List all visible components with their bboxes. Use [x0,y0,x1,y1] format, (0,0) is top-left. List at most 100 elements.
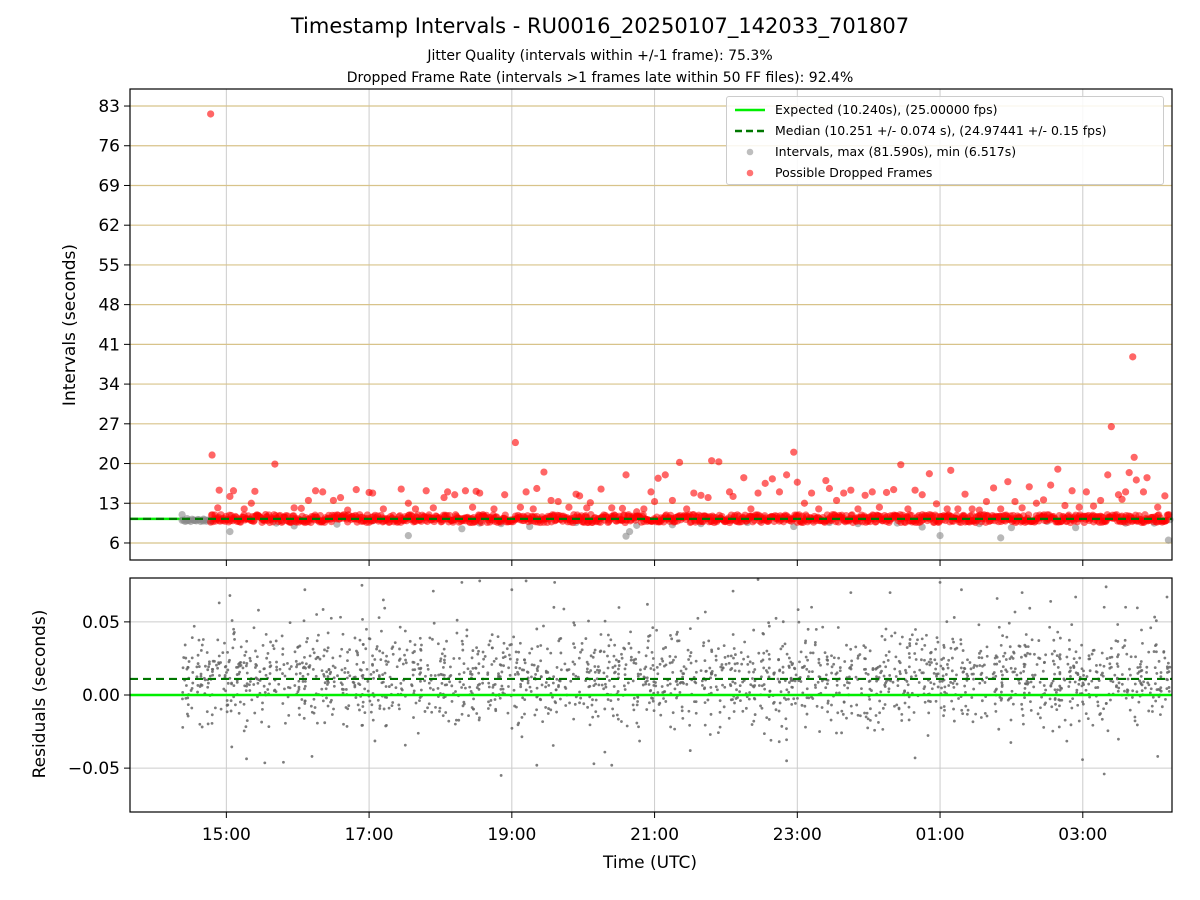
residual-point [572,717,576,721]
residual-point [900,713,904,716]
residual-point [1027,691,1031,695]
residual-point [282,663,286,666]
residual-point [467,714,470,718]
residual-point [302,716,306,720]
residual-point [898,672,902,676]
residual-point [508,657,512,661]
residual-point [227,660,231,664]
residual-point [757,684,761,687]
residual-point [1026,682,1029,686]
dropped-marker-swatch [746,169,754,177]
residual-point [718,725,722,729]
residual-point [929,681,933,685]
residual-point [762,651,766,655]
residual-point [1039,706,1042,710]
residual-point [925,662,929,666]
residual-point [957,697,960,700]
residual-point [613,664,617,668]
residual-point [632,696,636,700]
residual-point [226,703,230,707]
residual-point [941,674,945,678]
residual-point [733,669,737,673]
residual-point [460,639,464,643]
residual-point [913,756,917,760]
residual-point [612,685,616,688]
residual-point [593,670,597,674]
residual-point [343,671,347,674]
residual-point [375,647,378,651]
residual-point [794,702,797,705]
residual-point [1023,682,1027,686]
residual-point [1109,679,1113,683]
residual-point [403,743,407,747]
residual-point [206,685,210,689]
residual-point [994,688,998,692]
residual-point [1002,654,1005,658]
residual-point [917,681,921,684]
residual-point [961,712,965,715]
residual-point [530,675,533,679]
residual-point [248,656,252,660]
residual-point [622,684,626,688]
residual-point [845,716,848,720]
residual-point [817,661,821,665]
residual-point [635,721,639,725]
residual-point [1076,703,1080,707]
residual-point [490,633,494,637]
residual-point [518,666,522,670]
residual-point [405,648,409,652]
residual-point [1053,688,1057,692]
residual-point [762,732,766,736]
residual-point [968,661,972,664]
residual-point [864,646,867,649]
residual-point [995,662,999,666]
residual-point [1053,672,1057,676]
residual-point [1167,690,1171,693]
residual-point [378,704,382,708]
residual-point [404,661,408,665]
residual-point [1150,704,1154,708]
residual-point [413,643,417,647]
residual-point [563,662,567,666]
residual-point [603,707,607,711]
residual-point [431,589,435,593]
residual-point [946,663,949,666]
residual-point [589,669,593,672]
residual-point [321,699,325,703]
dropped-frame-point [540,468,548,476]
dropped-frame-point [476,489,484,497]
residual-point [281,652,285,656]
residual-point [617,667,620,671]
residual-point [443,654,447,658]
residual-point [1058,688,1062,692]
residual-point [499,774,503,777]
interval-point [404,531,412,540]
residual-point [593,648,597,652]
residual-point [384,659,388,663]
residual-point [699,669,703,673]
residual-point [1092,648,1096,652]
residual-point [530,663,534,667]
residual-point [888,674,892,677]
residual-point [629,630,632,634]
residual-point [1080,667,1084,671]
residual-point [942,643,946,647]
dropped-frame-point [1032,499,1040,507]
residual-point [664,663,668,667]
residual-point [1159,671,1163,674]
residual-point [814,627,818,631]
residual-point [1058,704,1061,708]
residual-point [675,633,679,636]
residual-point [1054,702,1057,706]
residual-point [817,657,821,661]
residual-point [818,675,822,679]
residual-point [767,666,771,670]
residual-point [1044,688,1048,692]
residual-point [1153,615,1157,619]
residual-point [1158,688,1162,692]
residual-point [724,662,728,666]
y-tick-label: 76 [98,137,120,157]
residual-point [694,711,698,715]
residual-point [971,720,975,724]
residual-point [644,682,648,686]
